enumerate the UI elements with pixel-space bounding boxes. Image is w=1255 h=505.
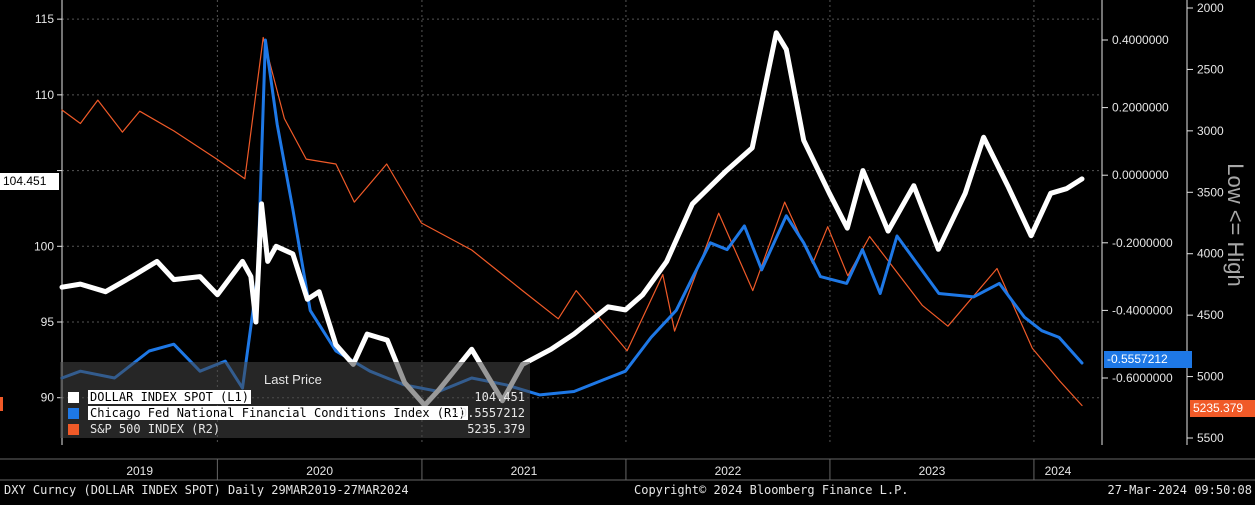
left-tick-label: 110: [35, 88, 54, 102]
x-tick-label: 2024: [1045, 464, 1072, 478]
right2-tick-label: 5500: [1197, 431, 1224, 445]
legend-item-nfci: Chicago Fed National Financial Condition…: [68, 406, 528, 420]
right2-tick-label: 4000: [1197, 247, 1224, 261]
left-tick-label: 100: [34, 239, 54, 253]
x-tick-label: 2019: [126, 464, 153, 478]
nfci-axis-label-text: Low <= High: [1223, 163, 1248, 287]
footer-timestamp: 27-Mar-2024 09:50:08: [1107, 483, 1253, 497]
x-tick-labels: 2019 2020 2021 2022 2023 2024: [126, 464, 1071, 478]
right1-tick-label: 0.4000000: [1112, 33, 1169, 47]
legend-swatch-spx: [68, 424, 79, 435]
right1-tick-label: 0.0000000: [1112, 168, 1169, 182]
right2-tick-label: 2000: [1197, 1, 1224, 15]
nfci-axis-label: Low <= High: [1220, 140, 1250, 310]
legend-swatch-nfci: [68, 408, 79, 419]
legend-item-spx: S&P 500 INDEX (R2) 5235.379: [68, 422, 528, 436]
x-tick-label: 2023: [919, 464, 946, 478]
legend-swatch-dxy: [68, 392, 79, 403]
right2-tick-label: 4500: [1197, 308, 1224, 322]
right1-tick-label: -0.2000000: [1112, 236, 1173, 250]
legend-label-spx: S&P 500 INDEX (R2): [90, 422, 221, 436]
tick-labels: 90 95 100 110 115 0.4000000 0.2000000 0.0000000…: [34, 1, 1224, 445]
series-line-nfci: [60, 38, 1084, 397]
last-price-tag-dxy: 104.451: [0, 173, 59, 190]
left-tick-label: 115: [35, 12, 54, 26]
legend-label-nfci: Chicago Fed National Financial Condition…: [88, 406, 468, 420]
right1-tick-label: -0.4000000: [1112, 303, 1173, 317]
series-lines: [59, 30, 1085, 408]
right1-tick-label: -0.6000000: [1112, 371, 1173, 385]
right2-tick-label: 3500: [1197, 185, 1224, 199]
footer-security-info: DXY Curncy (DOLLAR INDEX SPOT) Daily 29M…: [4, 483, 409, 497]
series-line-spx: [61, 36, 1083, 407]
footer-copyright: Copyright© 2024 Bloomberg Finance L.P.: [634, 483, 909, 497]
last-price-tag-spx: 5235.379: [1190, 400, 1255, 417]
x-tick-label: 2022: [715, 464, 742, 478]
left-tick-label: 95: [41, 315, 55, 329]
last-price-tag-nfci: -0.5557212: [1104, 351, 1192, 368]
legend-item-dxy: DOLLAR INDEX SPOT (L1) 104.451: [68, 390, 528, 404]
spx-left-marker: [0, 397, 3, 411]
legend-value-spx: 5235.379: [467, 422, 525, 436]
right2-tick-label: 2500: [1197, 62, 1224, 76]
legend-label-dxy: DOLLAR INDEX SPOT (L1): [88, 390, 251, 404]
legend-title: Last Price: [264, 372, 322, 387]
right2-tick-label: 3000: [1197, 124, 1224, 138]
right1-tick-label: 0.2000000: [1112, 101, 1169, 115]
legend-value-nfci: -0.5557212: [452, 406, 525, 420]
legend-value-dxy: 104.451: [474, 390, 525, 404]
x-tick-label: 2020: [306, 464, 333, 478]
series-line-dxy: [59, 30, 1085, 408]
legend: Last Price DOLLAR INDEX SPOT (L1) 104.45…: [60, 362, 530, 438]
right2-tick-label: 5000: [1197, 370, 1224, 384]
left-tick-label: 90: [41, 391, 55, 405]
x-tick-label: 2021: [511, 464, 538, 478]
